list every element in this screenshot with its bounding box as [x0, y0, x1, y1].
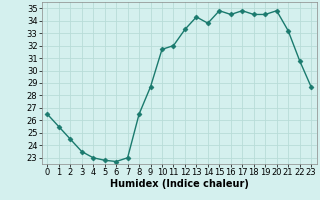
X-axis label: Humidex (Indice chaleur): Humidex (Indice chaleur): [110, 179, 249, 189]
